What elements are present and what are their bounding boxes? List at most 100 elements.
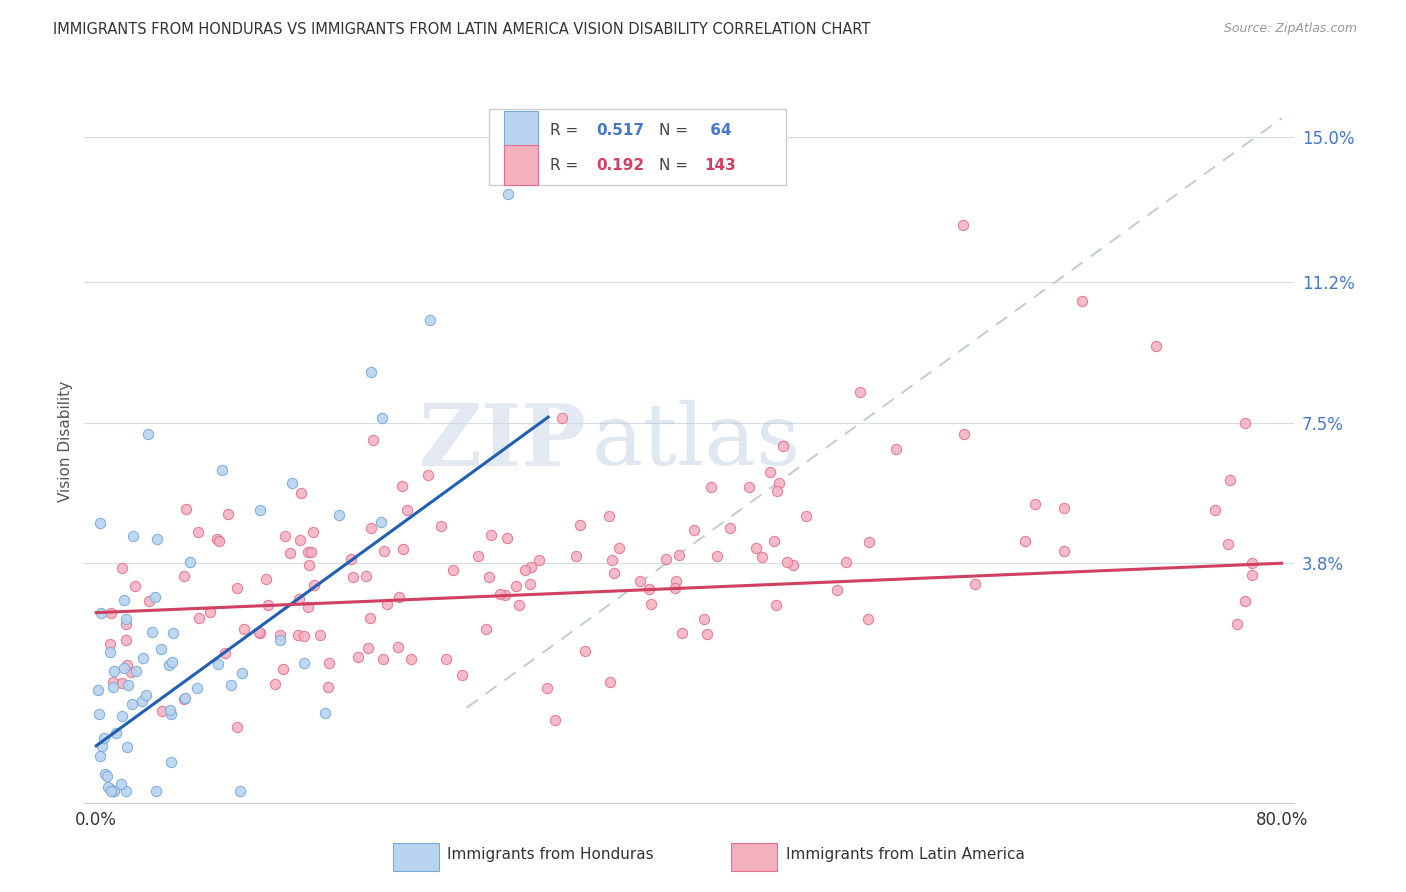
Point: [173, 691, 195, 706]
FancyBboxPatch shape: [392, 843, 439, 871]
Point: [120, 665, 142, 680]
Point: [294, 629, 316, 643]
FancyBboxPatch shape: [503, 111, 538, 150]
Point: [371, 651, 394, 665]
Point: [101, 784, 124, 798]
Point: [347, 650, 370, 665]
Point: [124, 579, 146, 593]
Text: 0.192: 0.192: [596, 158, 644, 173]
Point: [301, 524, 323, 539]
Point: [256, 598, 278, 612]
Text: IMMIGRANTS FROM HONDURAS VS IMMIGRANTS FROM LATIN AMERICA VISION DISABILITY CORR: IMMIGRANTS FROM HONDURAS VS IMMIGRANTS F…: [53, 22, 870, 37]
Point: [89, 516, 111, 531]
Point: [508, 598, 530, 612]
Point: [496, 187, 519, 202]
Point: [93, 731, 115, 746]
Text: R =: R =: [550, 123, 583, 138]
Point: [198, 605, 221, 619]
Point: [269, 628, 291, 642]
Point: [371, 410, 394, 425]
Point: [131, 694, 153, 708]
Text: R =: R =: [550, 158, 583, 173]
Point: [827, 583, 849, 598]
Point: [117, 678, 139, 692]
Point: [375, 597, 398, 611]
Point: [536, 681, 558, 695]
Point: [858, 534, 880, 549]
Point: [766, 484, 789, 499]
Point: [98, 781, 121, 796]
Point: [794, 509, 817, 524]
Point: [481, 528, 503, 542]
Point: [963, 577, 986, 591]
Point: [1053, 500, 1076, 515]
Point: [247, 624, 270, 639]
Point: [520, 559, 543, 574]
Point: [664, 581, 686, 595]
Point: [451, 668, 474, 682]
Point: [150, 705, 173, 719]
Point: [1014, 533, 1036, 548]
Point: [1052, 543, 1074, 558]
Point: [1204, 503, 1226, 517]
Point: [160, 756, 183, 770]
Point: [856, 612, 879, 626]
Point: [229, 784, 252, 798]
Point: [114, 784, 136, 798]
Point: [297, 545, 319, 559]
Point: [782, 558, 804, 572]
Point: [392, 541, 415, 556]
Point: [665, 574, 688, 589]
Point: [112, 592, 135, 607]
Point: [110, 777, 132, 791]
Point: [125, 664, 148, 678]
Text: N =: N =: [659, 158, 693, 173]
Point: [360, 365, 382, 379]
Point: [357, 641, 380, 656]
Point: [111, 709, 134, 723]
Point: [574, 644, 596, 658]
Point: [174, 501, 197, 516]
Point: [89, 748, 111, 763]
Point: [115, 632, 138, 647]
Point: [1144, 339, 1167, 353]
Point: [100, 607, 122, 621]
Point: [211, 463, 233, 477]
Point: [136, 426, 159, 441]
Y-axis label: Vision Disability: Vision Disability: [58, 381, 73, 502]
Point: [1226, 617, 1249, 632]
Point: [1233, 594, 1256, 608]
Text: Immigrants from Latin America: Immigrants from Latin America: [786, 847, 1025, 863]
Point: [1024, 497, 1046, 511]
Point: [399, 652, 422, 666]
Point: [603, 566, 626, 581]
Point: [121, 697, 143, 711]
Point: [478, 570, 501, 584]
Point: [278, 546, 301, 560]
Point: [249, 503, 271, 517]
Point: [340, 551, 363, 566]
Point: [101, 675, 124, 690]
Point: [699, 480, 721, 494]
Point: [141, 625, 163, 640]
Point: [101, 784, 124, 798]
Point: [638, 582, 661, 597]
Point: [143, 590, 166, 604]
Point: [162, 655, 184, 669]
Point: [114, 612, 136, 626]
Point: [370, 515, 392, 529]
Point: [186, 681, 208, 695]
Point: [219, 678, 242, 692]
Point: [551, 410, 574, 425]
Text: 0.517: 0.517: [596, 123, 644, 138]
Text: 64: 64: [704, 123, 731, 138]
Point: [835, 555, 858, 569]
Point: [98, 645, 121, 659]
Point: [98, 637, 121, 651]
Point: [138, 594, 160, 608]
Point: [640, 597, 662, 611]
Point: [100, 784, 122, 798]
Point: [87, 683, 110, 698]
Point: [225, 720, 247, 734]
Point: [776, 555, 799, 569]
